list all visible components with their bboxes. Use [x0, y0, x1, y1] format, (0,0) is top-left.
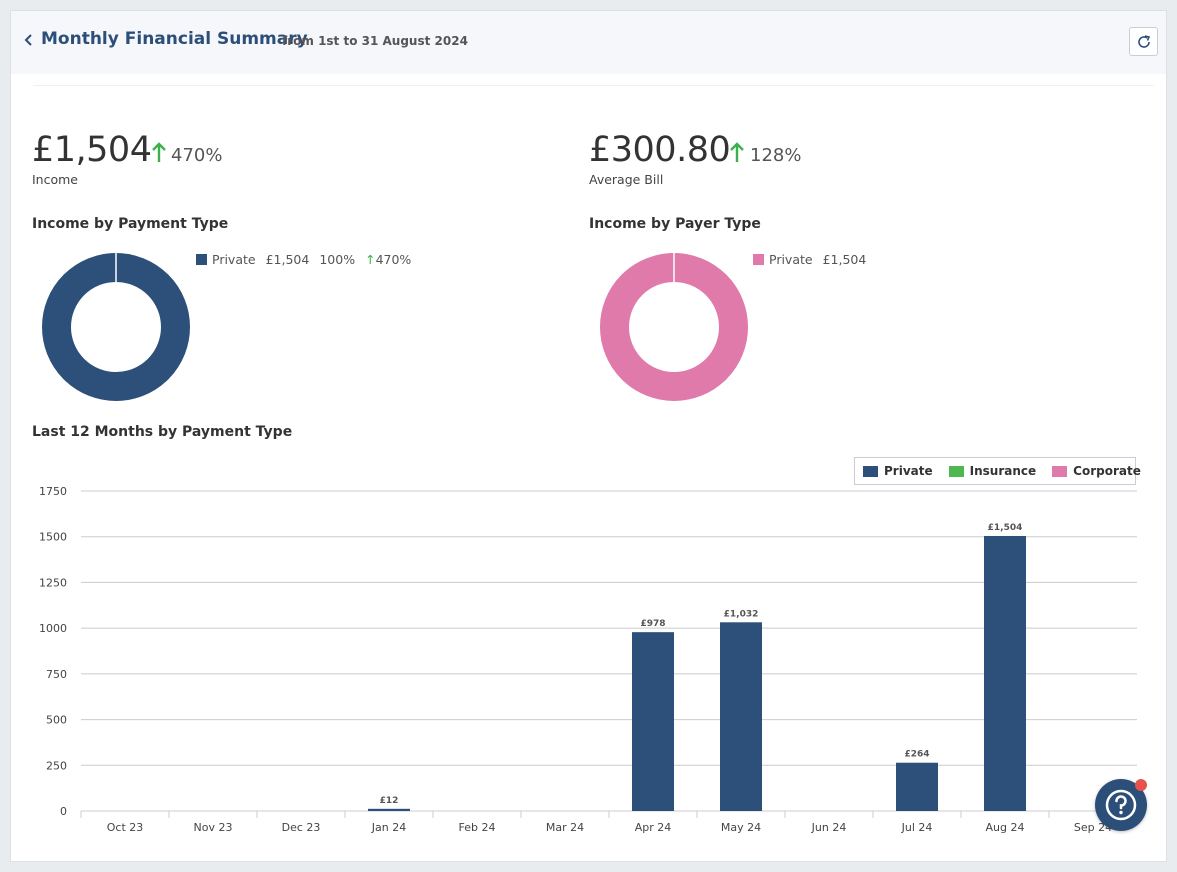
y-tick-label: 1000	[39, 622, 67, 635]
bar-data-label: £978	[640, 619, 665, 629]
y-tick-label: 1500	[39, 531, 67, 544]
y-tick-label: 250	[46, 759, 67, 772]
legend-name: Private	[212, 252, 256, 267]
bar-private	[720, 622, 762, 811]
donut-slice-private	[600, 253, 748, 401]
summary-card: Monthly Financial Summary from 1st to 31…	[10, 10, 1167, 862]
chevron-left-icon[interactable]	[24, 33, 34, 51]
legend-item-insurance[interactable]: Insurance	[948, 464, 1037, 478]
legend-amount: £1,504	[265, 252, 310, 267]
bar-private	[984, 535, 1026, 811]
x-tick-label: Oct 23	[107, 821, 144, 834]
x-tick-label: Nov 23	[194, 821, 233, 834]
legend-swatch-insurance	[948, 465, 964, 477]
payment-type-donut[interactable]	[41, 252, 191, 402]
x-tick-label: Jun 24	[811, 821, 847, 834]
chart-legend: Private Insurance Corporate	[854, 457, 1141, 485]
x-tick-label: Mar 24	[546, 821, 584, 834]
bar-private	[896, 762, 938, 811]
legend-item-corporate[interactable]: Corporate	[1052, 464, 1141, 478]
bar-private	[368, 808, 410, 811]
legend-amount: £1,504	[822, 252, 867, 267]
bar-data-label: £1,032	[724, 609, 759, 619]
bar-data-label: £12	[380, 796, 399, 806]
y-tick-label: 1250	[39, 576, 67, 589]
bar-private	[632, 632, 674, 811]
arrow-up-icon: ↑	[365, 252, 376, 267]
y-tick-label: 0	[60, 805, 67, 818]
average-bill-label: Average Bill	[589, 172, 664, 187]
legend-name: Private	[769, 252, 813, 267]
legend-label: Corporate	[1073, 464, 1141, 478]
legend-swatch-corporate	[1052, 465, 1068, 477]
x-tick-label: Aug 24	[986, 821, 1025, 834]
payer-type-legend-item[interactable]: Private £1,504	[753, 252, 866, 267]
bar-data-label: £264	[904, 750, 929, 760]
notification-dot	[1135, 779, 1147, 791]
last-12-months-chart: 0 250 500 750 1000 1250 1500 1750 Oct 23 Nov 23 De…	[39, 485, 1138, 834]
x-tick-label: May 24	[721, 821, 761, 834]
payment-type-legend-item[interactable]: Private £1,504 100% ↑ 470%	[196, 252, 411, 267]
payer-type-title: Income by Payer Type	[589, 216, 761, 232]
legend-share: 100%	[319, 252, 356, 267]
page-header: Monthly Financial Summary from 1st to 31…	[11, 11, 1166, 74]
legend-swatch-private	[196, 254, 207, 265]
income-value: £1,504	[32, 130, 152, 170]
refresh-button[interactable]	[1129, 27, 1158, 56]
y-tick-label: 1750	[39, 485, 67, 498]
x-tick-label: Apr 24	[635, 821, 672, 834]
x-tick-label: Feb 24	[459, 821, 496, 834]
page-title[interactable]: Monthly Financial Summary	[41, 29, 308, 49]
legend-label: Private	[884, 464, 933, 478]
arrow-up-icon	[730, 142, 744, 162]
legend-item-private[interactable]: Private	[863, 464, 933, 478]
y-tick-label: 500	[46, 714, 67, 727]
donut-slice-private	[42, 253, 190, 401]
arrow-up-icon	[152, 142, 166, 162]
payment-type-title: Income by Payment Type	[32, 216, 229, 232]
average-bill-change: 128%	[750, 145, 802, 166]
payer-type-donut[interactable]	[599, 252, 749, 402]
legend-swatch-private	[863, 465, 878, 477]
bar-data-label: £1,504	[988, 523, 1023, 533]
y-tick-label: 750	[46, 668, 67, 681]
help-question-icon	[1105, 789, 1137, 821]
page-subtitle: from 1st to 31 August 2024	[282, 34, 468, 48]
last-12-months-title: Last 12 Months by Payment Type	[32, 424, 293, 440]
legend-change: 470%	[375, 252, 412, 267]
refresh-icon	[1137, 34, 1150, 48]
average-bill-value: £300.80	[589, 130, 731, 170]
income-change: 470%	[171, 145, 223, 166]
x-tick-label: Jan 24	[371, 821, 406, 834]
income-label: Income	[32, 172, 78, 187]
x-tick-label: Dec 23	[282, 821, 321, 834]
legend-label: Insurance	[969, 464, 1037, 478]
header-divider	[33, 85, 1154, 86]
x-tick-label: Jul 24	[901, 821, 933, 834]
legend-swatch-private	[753, 254, 764, 265]
